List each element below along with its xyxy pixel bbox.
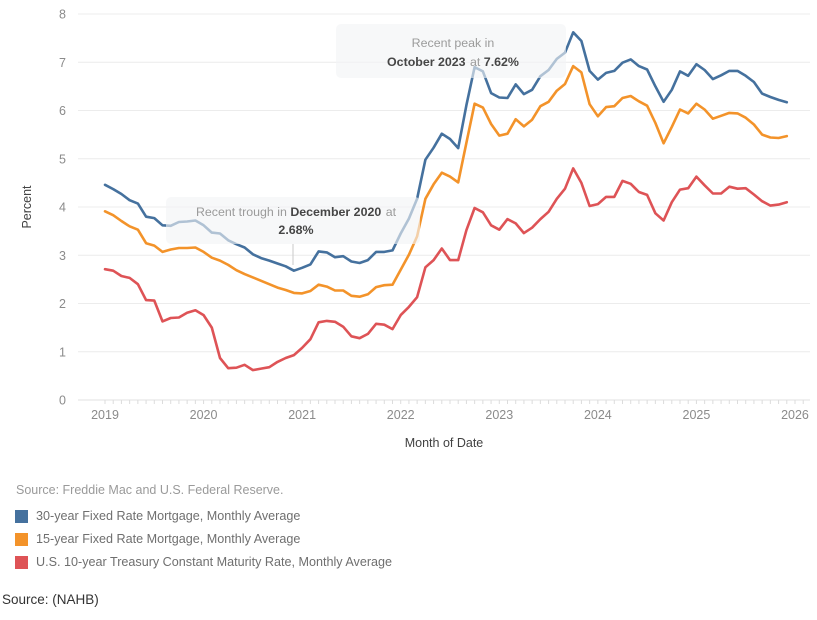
legend-swatch-30yr-icon — [15, 509, 28, 523]
legend-swatch-15yr-icon — [15, 532, 28, 546]
legend-label-treasury: U.S. 10-year Treasury Constant Maturity … — [36, 555, 393, 569]
legend: 30-year Fixed Rate Mortgage, Monthly Ave… — [15, 509, 817, 569]
x-tick-label-2025: 2025 — [683, 408, 711, 422]
annotation-trough-line1: Recent trough in December 2020 at — [196, 203, 397, 220]
legend-item-30yr[interactable]: 30-year Fixed Rate Mortgage, Monthly Ave… — [15, 509, 817, 523]
rates-line-chart: 0 1 2 3 4 5 6 7 8 2019 2020 2021 2022 2023 2024 2025 202… — [20, 8, 810, 450]
x-tick-label-2022: 2022 — [387, 408, 415, 422]
legend-label-30yr: 30-year Fixed Rate Mortgage, Monthly Ave… — [36, 509, 301, 523]
x-tick-label-2020: 2020 — [190, 408, 218, 422]
legend-label-15yr: 15-year Fixed Rate Mortgage, Monthly Ave… — [36, 532, 301, 546]
y-tick-label-5: 5 — [59, 152, 66, 166]
annotation-peak-box — [336, 24, 566, 78]
y-tick-label-7: 7 — [59, 56, 66, 70]
annotation-peak-line2: October 2023 at 7.62% — [387, 53, 519, 70]
chart-source-caption: Source: Freddie Mac and U.S. Federal Res… — [16, 483, 284, 497]
y-tick-label-3: 3 — [59, 249, 66, 263]
legend-item-15yr[interactable]: 15-year Fixed Rate Mortgage, Monthly Ave… — [15, 532, 817, 546]
x-axis-title: Month of Date — [405, 436, 484, 450]
x-tick-label-2021: 2021 — [288, 408, 316, 422]
y-axis-title: Percent — [20, 185, 34, 229]
annotation-trough: Recent trough in December 2020 at 2.68% — [166, 197, 420, 265]
series-line-1[interactable] — [103, 64, 789, 299]
legend-item-treasury[interactable]: U.S. 10-year Treasury Constant Maturity … — [15, 555, 817, 569]
y-tick-label-2: 2 — [59, 297, 66, 311]
y-tick-label-4: 4 — [59, 201, 66, 215]
x-tick-label-2019: 2019 — [91, 408, 119, 422]
x-tick-label-2023: 2023 — [485, 408, 513, 422]
annotation-trough-box — [166, 197, 420, 244]
y-tick-label-8: 8 — [59, 8, 66, 22]
y-tick-label-6: 6 — [59, 104, 66, 118]
x-tick-label-2026: 2026 — [781, 408, 809, 422]
series-line-2[interactable] — [103, 167, 789, 372]
annotation-peak: Recent peak in October 2023 at 7.62% — [336, 24, 566, 78]
annotation-peak-line1: Recent peak in — [412, 36, 495, 50]
y-tick-label-1: 1 — [59, 345, 66, 359]
page-source-caption: Source: (NAHB) — [2, 592, 99, 607]
x-tick-label-2024: 2024 — [584, 408, 612, 422]
legend-swatch-treasury-icon — [15, 555, 28, 569]
annotation-trough-line2: 2.68% — [278, 223, 313, 237]
axis-ticks: 0 1 2 3 4 5 6 7 8 2019 2020 2021 2022 2023 2024 2025 202… — [59, 8, 809, 423]
y-tick-label-0: 0 — [59, 394, 66, 408]
